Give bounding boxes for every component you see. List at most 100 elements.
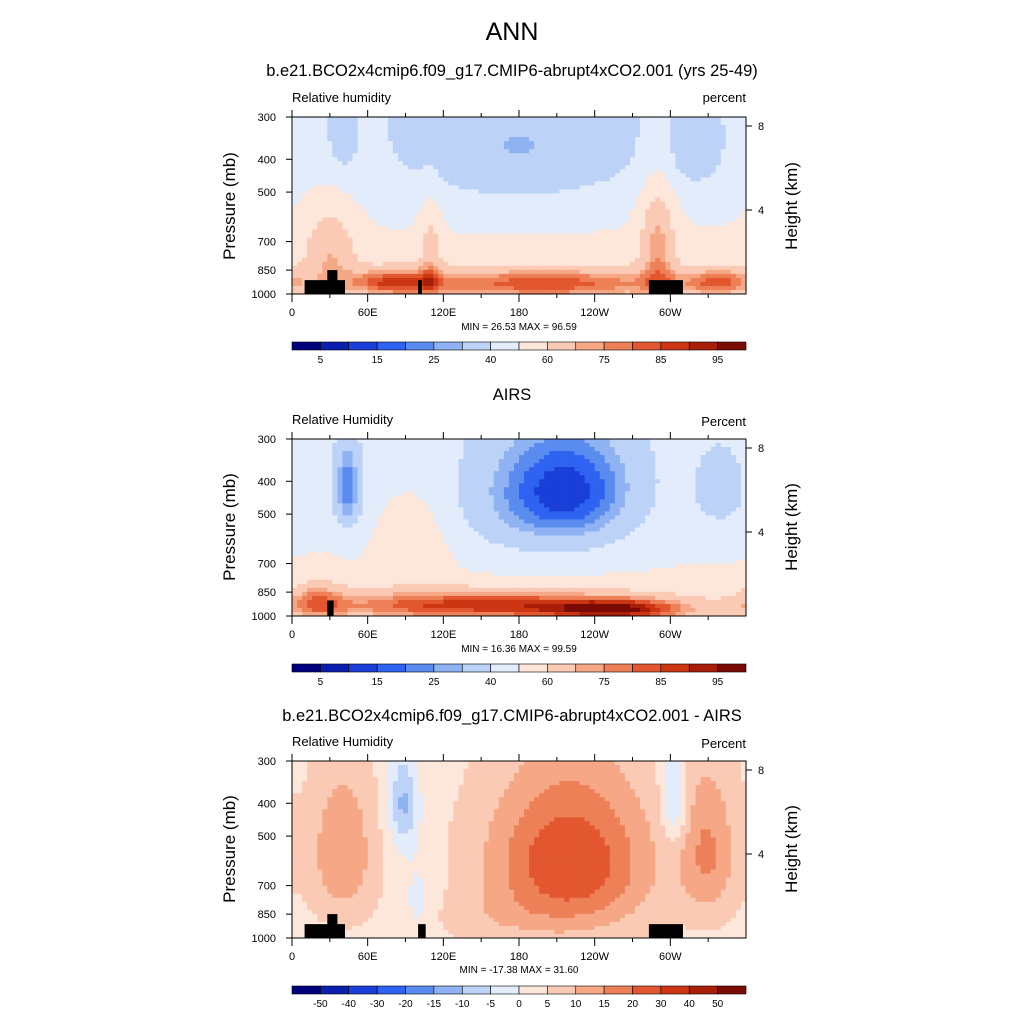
- heatmap-cell: [352, 209, 358, 214]
- heatmap-cell: [690, 149, 696, 154]
- heatmap-cell: [715, 249, 722, 255]
- heatmap-cell: [468, 185, 474, 190]
- heatmap-cell: [574, 177, 580, 182]
- heatmap-cell: [569, 161, 575, 166]
- heatmap-cell: [307, 265, 313, 271]
- heatmap-cell: [448, 265, 454, 271]
- heatmap-cell: [705, 229, 712, 235]
- heatmap-cell: [513, 257, 520, 263]
- heatmap-cell: [292, 261, 298, 267]
- colorbar-label: 25: [428, 355, 440, 366]
- heatmap-cell: [730, 117, 737, 122]
- heatmap-cell: [307, 161, 313, 166]
- heatmap-cell: [292, 157, 298, 162]
- heatmap-cell: [382, 237, 389, 243]
- heatmap-cell: [362, 213, 369, 218]
- heatmap-cell: [685, 447, 691, 452]
- heatmap-cell: [675, 197, 681, 202]
- heatmap-cell: [645, 245, 651, 251]
- heatmap-cell: [660, 257, 666, 263]
- heatmap-cell: [564, 245, 570, 251]
- heatmap-cell: [524, 463, 530, 468]
- heatmap-cell: [599, 257, 606, 263]
- heatmap-cell: [725, 257, 732, 263]
- heatmap-cell: [539, 221, 545, 227]
- heatmap-cell: [397, 237, 404, 243]
- heatmap-cell: [740, 447, 747, 452]
- heatmap-cell: [534, 165, 540, 170]
- heatmap-cell: [413, 475, 419, 480]
- heatmap-cell: [493, 261, 500, 267]
- heatmap-cell: [710, 273, 717, 279]
- heatmap-cell: [544, 281, 550, 287]
- heatmap-cell: [392, 237, 399, 243]
- heatmap-cell: [488, 245, 495, 251]
- heatmap-cell: [418, 245, 424, 251]
- heatmap-cell: [423, 201, 429, 206]
- heatmap-cell: [483, 189, 490, 194]
- heatmap-cell: [655, 463, 661, 468]
- heatmap-cell: [332, 125, 338, 130]
- heatmap-cell: [392, 149, 399, 154]
- heatmap-cell: [493, 257, 500, 263]
- heatmap-cell: [599, 133, 606, 138]
- heatmap-cell: [342, 257, 348, 263]
- heatmap-cell: [508, 165, 515, 170]
- heatmap-cell: [695, 169, 701, 174]
- heatmap-cell: [645, 165, 651, 170]
- heatmap-cell: [574, 193, 580, 198]
- heatmap-cell: [357, 463, 364, 468]
- heatmap-cell: [725, 225, 732, 231]
- heatmap-cell: [463, 169, 469, 174]
- heatmap-cell: [635, 285, 641, 291]
- heatmap-cell: [297, 169, 303, 174]
- heatmap-cell: [382, 241, 389, 247]
- heatmap-cell: [519, 165, 525, 170]
- heatmap-cell: [327, 475, 333, 480]
- heatmap-cell: [524, 125, 530, 130]
- heatmap-cell: [715, 185, 722, 190]
- heatmap-cell: [428, 177, 434, 182]
- heatmap-cell: [609, 153, 616, 158]
- heatmap-cell: [473, 463, 480, 468]
- heatmap-cell: [589, 273, 596, 279]
- heatmap-cell: [458, 463, 464, 468]
- heatmap-cell: [433, 117, 439, 122]
- heatmap-cell: [508, 253, 515, 259]
- heatmap-cell: [629, 153, 636, 158]
- heatmap-cell: [740, 459, 747, 464]
- heatmap-cell: [387, 193, 394, 198]
- heatmap-cell: [322, 117, 328, 122]
- heatmap-cell: [402, 181, 409, 186]
- heatmap-cell: [453, 439, 459, 444]
- heatmap-cell: [433, 193, 439, 198]
- heatmap-cell: [418, 221, 424, 227]
- heatmap-cell: [458, 221, 464, 227]
- heatmap-cell: [534, 273, 540, 279]
- heatmap-cell: [564, 261, 570, 267]
- heatmap-cell: [534, 459, 540, 464]
- heatmap-cell: [574, 471, 580, 476]
- heatmap-cell: [372, 133, 379, 138]
- heatmap-cell: [493, 213, 500, 218]
- heatmap-cell: [529, 157, 535, 162]
- heatmap-cell: [650, 471, 656, 476]
- heatmap-cell: [720, 157, 727, 162]
- heatmap-cell: [715, 439, 722, 444]
- heatmap-cell: [584, 225, 591, 231]
- heatmap-cell: [332, 257, 338, 263]
- heatmap-cell: [352, 173, 358, 178]
- heatmap-cell: [438, 133, 444, 138]
- heatmap-cell: [539, 141, 545, 146]
- heatmap-cell: [402, 209, 409, 214]
- heatmap-cell: [720, 475, 727, 480]
- heatmap-cell: [660, 233, 666, 239]
- heatmap-cell: [569, 133, 575, 138]
- heatmap-cell: [680, 277, 686, 283]
- heatmap-cell: [503, 269, 510, 275]
- heatmap-cell: [397, 149, 404, 154]
- heatmap-cell: [382, 181, 389, 186]
- heatmap-cell: [327, 241, 333, 247]
- heatmap-cell: [564, 249, 570, 255]
- heatmap-cell: [508, 157, 515, 162]
